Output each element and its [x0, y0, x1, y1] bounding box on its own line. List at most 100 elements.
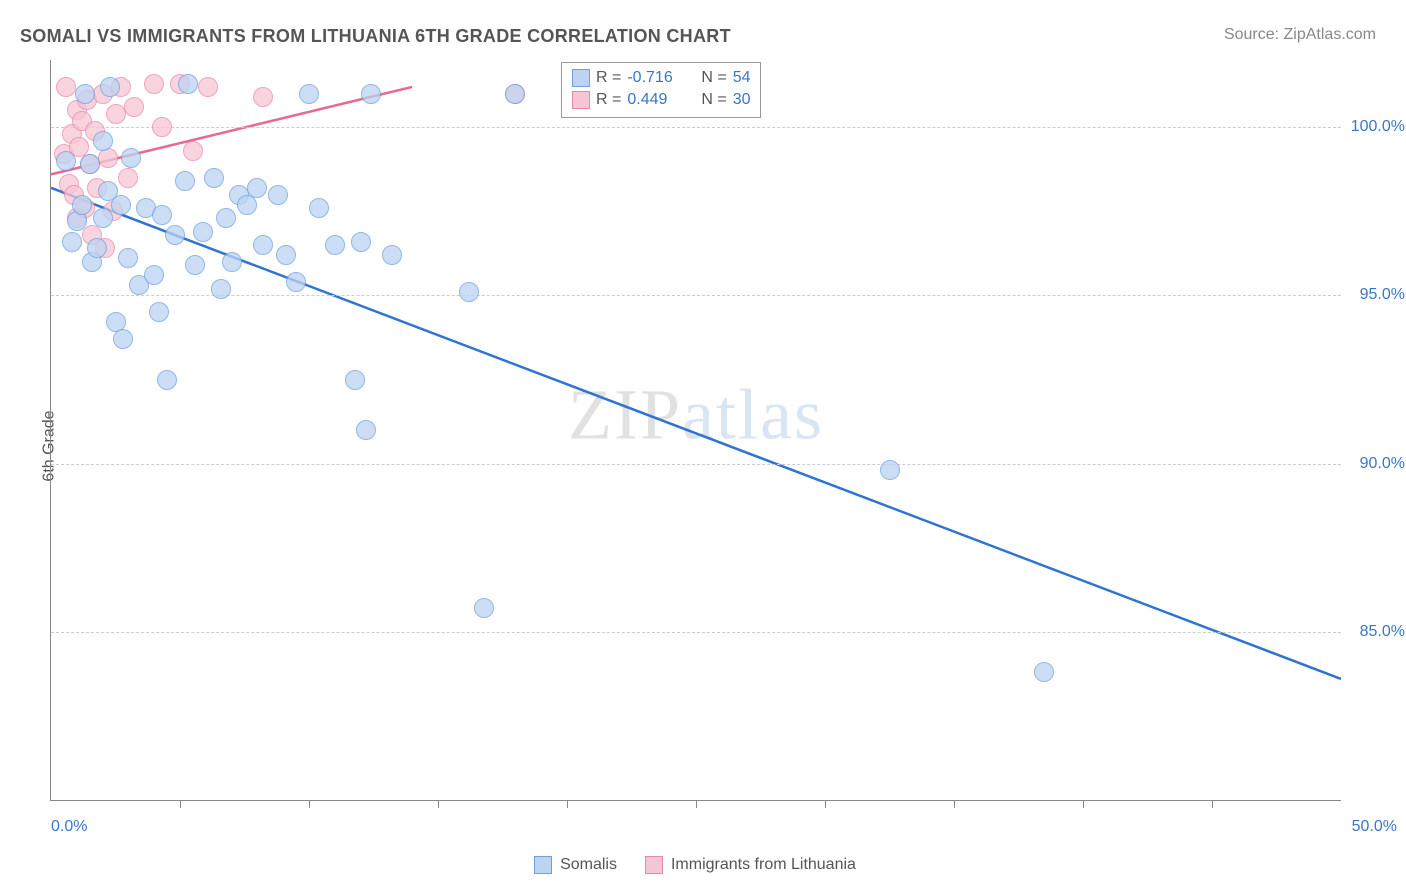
stats-n-label: N = [701, 91, 726, 109]
data-point-somali [118, 248, 138, 268]
x-tick [1083, 800, 1084, 808]
data-point-lithuania [124, 97, 144, 117]
data-point-somali [345, 370, 365, 390]
stats-swatch-somali [572, 69, 590, 87]
data-point-lithuania [183, 141, 203, 161]
x-tick [825, 800, 826, 808]
data-point-somali [325, 235, 345, 255]
stats-r-value-lithuania: 0.449 [627, 91, 683, 109]
source-credit: Source: ZipAtlas.com [1224, 26, 1376, 44]
data-point-somali [93, 131, 113, 151]
data-point-lithuania [144, 74, 164, 94]
data-point-somali [72, 195, 92, 215]
data-point-somali [165, 225, 185, 245]
stats-n-value-somali: 54 [733, 69, 751, 87]
data-point-somali [459, 282, 479, 302]
watermark-zip: ZIP [568, 375, 682, 455]
legend: Somalis Immigrants from Lithuania [50, 856, 1340, 874]
data-point-somali [152, 205, 172, 225]
data-point-somali [216, 208, 236, 228]
data-point-somali [351, 232, 371, 252]
data-point-lithuania [56, 77, 76, 97]
data-point-somali [87, 238, 107, 258]
x-tick [696, 800, 697, 808]
data-point-somali [56, 151, 76, 171]
legend-swatch-lithuania [645, 856, 663, 874]
data-point-somali [111, 195, 131, 215]
data-point-somali [204, 168, 224, 188]
data-point-somali [309, 198, 329, 218]
x-tick [1212, 800, 1213, 808]
data-point-lithuania [253, 87, 273, 107]
x-tick [309, 800, 310, 808]
data-point-somali [178, 74, 198, 94]
data-point-somali [80, 154, 100, 174]
legend-swatch-somali [534, 856, 552, 874]
stats-row-somali: R = -0.716 N = 54 [572, 67, 750, 89]
gridline-h [51, 632, 1341, 633]
stats-row-lithuania: R = 0.449 N = 30 [572, 89, 750, 111]
stats-n-value-lithuania: 30 [733, 91, 751, 109]
legend-label-lithuania: Immigrants from Lithuania [671, 856, 856, 874]
data-point-somali [144, 265, 164, 285]
gridline-h [51, 295, 1341, 296]
data-point-somali [356, 420, 376, 440]
gridline-h [51, 127, 1341, 128]
data-point-somali [175, 171, 195, 191]
data-point-somali [113, 329, 133, 349]
stats-r-value-somali: -0.716 [627, 69, 683, 87]
data-point-somali [193, 222, 213, 242]
chart-container: SOMALI VS IMMIGRANTS FROM LITHUANIA 6TH … [0, 0, 1406, 892]
stats-r-label: R = [596, 69, 621, 87]
stats-n-label: N = [701, 69, 726, 87]
data-point-somali [299, 84, 319, 104]
data-point-lithuania [152, 117, 172, 137]
y-tick-label: 95.0% [1360, 286, 1405, 304]
data-point-somali [253, 235, 273, 255]
data-point-somali [149, 302, 169, 322]
stats-r-label: R = [596, 91, 621, 109]
data-point-somali [93, 208, 113, 228]
x-tick [438, 800, 439, 808]
data-point-lithuania [198, 77, 218, 97]
watermark: ZIPatlas [568, 374, 824, 457]
data-point-lithuania [106, 104, 126, 124]
data-point-somali [361, 84, 381, 104]
data-point-somali [286, 272, 306, 292]
data-point-somali [268, 185, 288, 205]
data-point-somali [157, 370, 177, 390]
data-point-somali [276, 245, 296, 265]
data-point-somali [247, 178, 267, 198]
data-point-somali [185, 255, 205, 275]
data-point-somali [237, 195, 257, 215]
y-tick-label: 100.0% [1351, 118, 1405, 136]
legend-item-somali: Somalis [534, 856, 617, 874]
data-point-lithuania [118, 168, 138, 188]
stats-swatch-lithuania [572, 91, 590, 109]
x-tick [954, 800, 955, 808]
legend-item-lithuania: Immigrants from Lithuania [645, 856, 856, 874]
x-tick [567, 800, 568, 808]
data-point-somali [75, 84, 95, 104]
trend-line-somali [51, 188, 1341, 679]
legend-label-somali: Somalis [560, 856, 617, 874]
stats-box: R = -0.716 N = 54 R = 0.449 N = 30 [561, 62, 761, 118]
x-tick [180, 800, 181, 808]
data-point-somali [1034, 662, 1054, 682]
x-axis-min-label: 0.0% [51, 818, 87, 836]
data-point-somali [474, 598, 494, 618]
x-axis-max-label: 50.0% [1352, 818, 1397, 836]
chart-title: SOMALI VS IMMIGRANTS FROM LITHUANIA 6TH … [20, 26, 731, 47]
source-label: Source: [1224, 26, 1279, 43]
y-tick-label: 85.0% [1360, 623, 1405, 641]
watermark-atlas: atlas [682, 375, 824, 455]
data-point-somali [62, 232, 82, 252]
data-point-somali [100, 77, 120, 97]
source-site[interactable]: ZipAtlas.com [1284, 26, 1376, 43]
data-point-somali [382, 245, 402, 265]
plot-area: ZIPatlas R = -0.716 N = 54 R = 0.449 N =… [50, 60, 1341, 801]
data-point-somali [222, 252, 242, 272]
data-point-somali [121, 148, 141, 168]
data-point-somali [211, 279, 231, 299]
y-tick-label: 90.0% [1360, 455, 1405, 473]
